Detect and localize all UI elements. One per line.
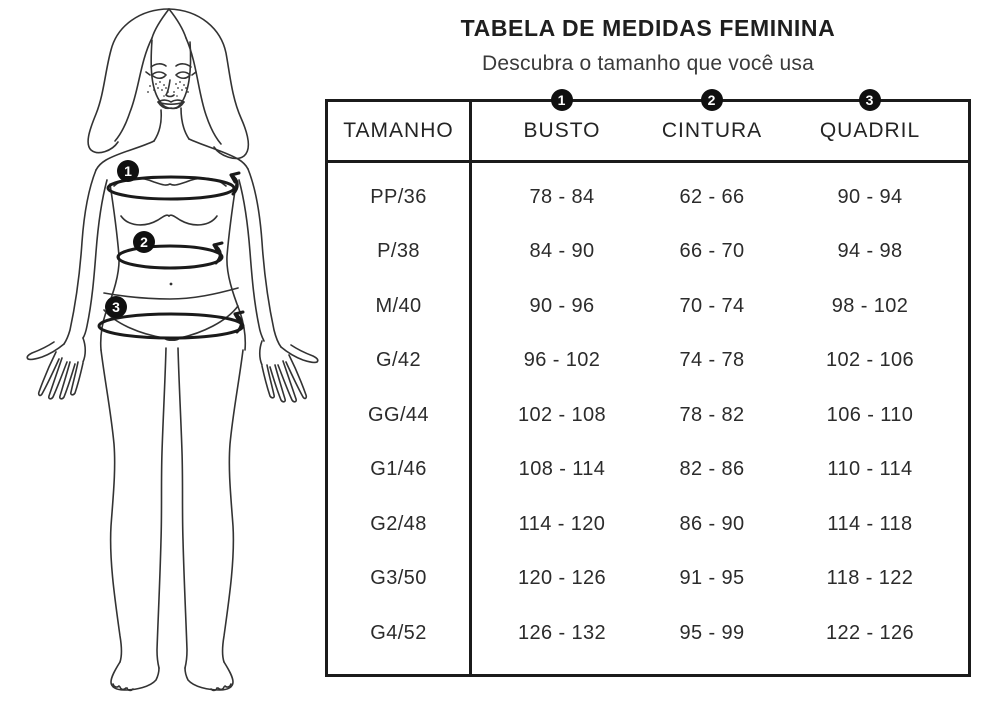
left-hand xyxy=(26,337,87,400)
figure-marker-hip: 3 xyxy=(105,296,127,318)
hair xyxy=(87,8,250,160)
size-cell: G1/46 xyxy=(328,442,472,497)
cintura-cell: 62 - 66 xyxy=(679,185,745,208)
column-header-busto: 1 BUSTO xyxy=(472,89,652,163)
busto-cell: 102 - 108 xyxy=(517,403,607,426)
size-cell: P/38 xyxy=(328,224,472,279)
column-header-tamanho: TAMANHO xyxy=(328,102,472,163)
spacer xyxy=(472,163,968,170)
busto-cell: 90 - 96 xyxy=(529,294,595,317)
size-cell: GG/44 xyxy=(328,388,472,443)
column-header-quadril: 3 QUADRIL xyxy=(772,89,968,163)
header: TABELA DE MEDIDAS FEMININA Descubra o ta… xyxy=(325,15,971,76)
column-header-quadril-label: QUADRIL xyxy=(819,119,921,142)
cintura-cell: 78 - 82 xyxy=(679,403,745,426)
column-header-cintura-label: CINTURA xyxy=(661,119,763,142)
female-body-diagram xyxy=(26,8,319,692)
quadril-cell: 98 - 102 xyxy=(831,294,909,317)
size-cell: M/40 xyxy=(328,279,472,334)
column-header-cintura: 2 CINTURA xyxy=(652,89,772,163)
quadril-cell: 90 - 94 xyxy=(837,185,903,208)
column-badge-cintura: 2 xyxy=(701,89,723,111)
size-cell: G2/48 xyxy=(328,497,472,552)
busto-cell: 78 - 84 xyxy=(529,185,595,208)
quadril-cell: 114 - 118 xyxy=(827,512,913,535)
cintura-cell: 82 - 86 xyxy=(679,458,745,481)
neck-shoulders xyxy=(95,107,249,171)
busto-cell: 126 - 132 xyxy=(517,621,607,644)
cintura-cell: 95 - 99 xyxy=(679,621,745,644)
quadril-cell: 122 - 126 xyxy=(825,621,915,644)
bust-measure-ring xyxy=(106,171,241,201)
torso xyxy=(99,177,247,351)
cintura-cell: 91 - 95 xyxy=(679,567,745,590)
size-cell: G3/50 xyxy=(328,551,472,606)
right-hand xyxy=(258,340,319,403)
cintura-cell: 86 - 90 xyxy=(679,512,745,535)
size-cell: G4/52 xyxy=(328,606,472,661)
quadril-cell: 110 - 114 xyxy=(827,458,913,481)
quadril-cell: 106 - 110 xyxy=(826,403,914,426)
filler xyxy=(328,660,472,674)
cintura-cell: 66 - 70 xyxy=(679,240,745,263)
spacer xyxy=(328,163,472,170)
face xyxy=(145,39,197,110)
column-badge-busto: 1 xyxy=(551,89,573,111)
measurements-table: TAMANHO 1 BUSTO 2 CINTURA 3 QUADRIL PP/3… xyxy=(325,89,971,677)
busto-cell: 114 - 120 xyxy=(518,512,606,535)
size-cell: G/42 xyxy=(328,333,472,388)
figure-marker-bust: 1 xyxy=(117,160,139,182)
page-subtitle: Descubra o tamanho que você usa xyxy=(482,52,814,75)
freckles xyxy=(147,81,189,97)
quadril-cell: 94 - 98 xyxy=(837,240,903,263)
busto-cell: 84 - 90 xyxy=(529,240,595,263)
quadril-cell: 118 - 122 xyxy=(826,567,914,590)
legs xyxy=(100,347,244,692)
cintura-cell: 70 - 74 xyxy=(679,294,745,317)
hip-measure-ring xyxy=(97,310,245,340)
column-badge-quadril: 3 xyxy=(859,89,881,111)
busto-cell: 120 - 126 xyxy=(517,567,607,590)
column-header-busto-label: BUSTO xyxy=(523,119,601,142)
filler xyxy=(472,661,968,675)
cintura-cell: 74 - 78 xyxy=(679,349,745,372)
waist-measure-ring xyxy=(116,241,224,270)
busto-cell: 96 - 102 xyxy=(523,349,601,372)
busto-cell: 108 - 114 xyxy=(518,458,606,481)
arms xyxy=(63,168,282,348)
quadril-cell: 102 - 106 xyxy=(825,349,915,372)
figure-marker-waist: 2 xyxy=(133,231,155,253)
page-title: TABELA DE MEDIDAS FEMININA xyxy=(460,15,836,41)
size-cell: PP/36 xyxy=(328,170,472,225)
